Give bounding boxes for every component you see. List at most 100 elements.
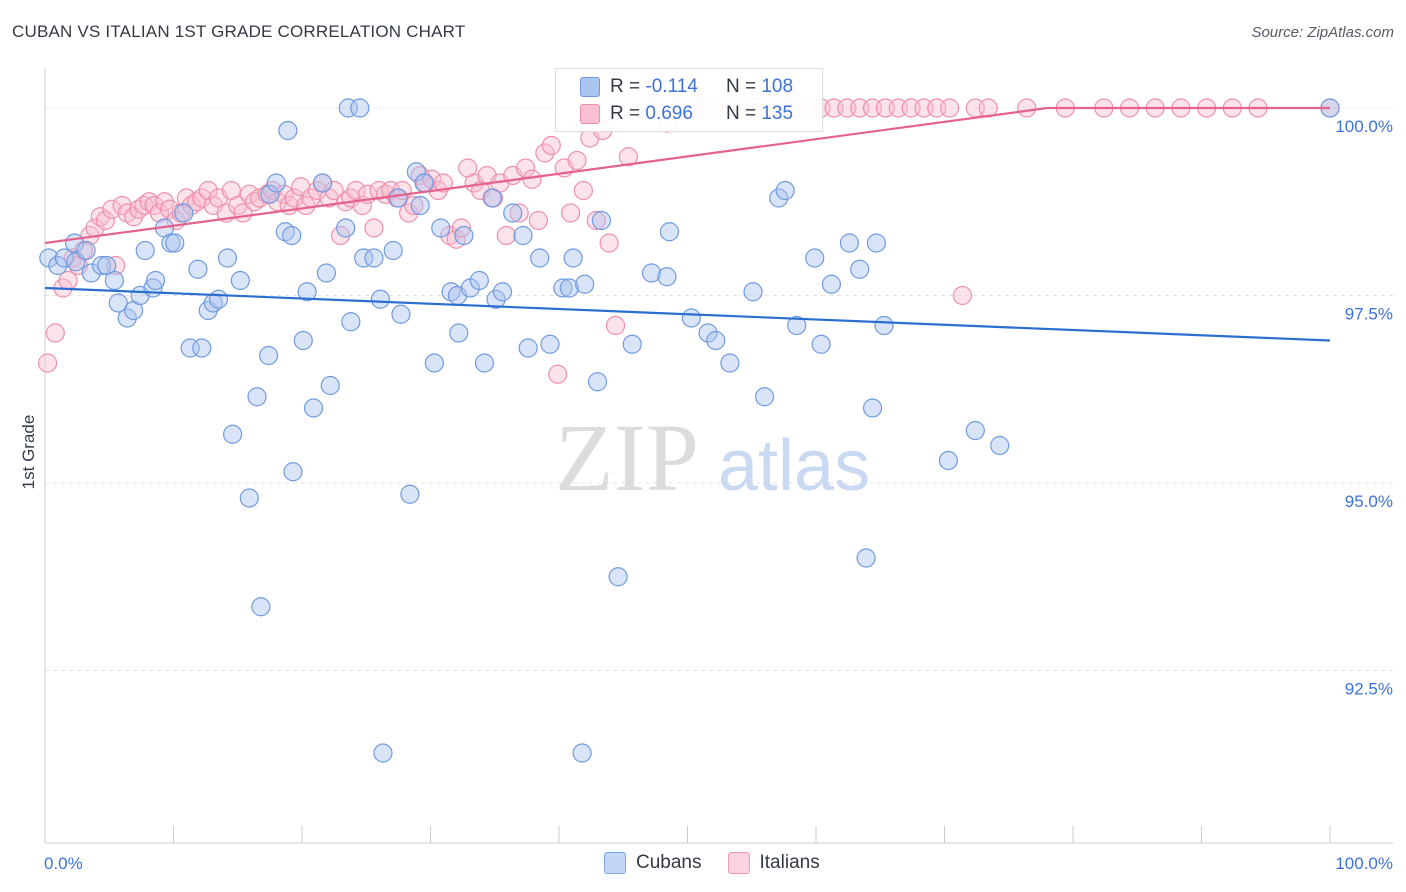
- cubans-point: [839, 233, 860, 253]
- cubans-point: [990, 435, 1010, 456]
- italians-point: [284, 188, 304, 208]
- cubans-point: [410, 195, 430, 216]
- cubans-point: [530, 248, 550, 268]
- italians-n-value: 135: [761, 103, 794, 124]
- x-tick-label: 100.0%: [1335, 854, 1393, 873]
- cubans-point: [659, 222, 680, 242]
- cubans-point: [81, 263, 101, 283]
- cubans-point: [350, 98, 370, 118]
- cubans-point: [850, 259, 870, 279]
- italians-point: [160, 199, 180, 219]
- cubans-point: [336, 218, 356, 238]
- cubans-point: [260, 184, 280, 204]
- italians-point: [404, 195, 424, 216]
- italians-point: [535, 143, 555, 163]
- cubans-point: [316, 263, 337, 283]
- italians-point: [1017, 98, 1037, 118]
- italians-point: [364, 218, 384, 238]
- cubans-point: [587, 372, 608, 392]
- cubans-point: [76, 240, 96, 261]
- italians-point: [134, 195, 154, 216]
- cubans-point: [312, 173, 333, 193]
- cubans-point: [104, 270, 124, 291]
- cubans-point: [720, 353, 740, 373]
- italians-point: [433, 173, 453, 193]
- legend-item-cubans[interactable]: Cubans: [604, 852, 702, 874]
- cubans-points: [39, 98, 1340, 763]
- y-tick-label: 95.0%: [1345, 492, 1393, 511]
- cubans-point: [383, 240, 403, 261]
- italians-point: [45, 323, 65, 343]
- cubans-point: [303, 398, 324, 418]
- cubans-point: [145, 270, 166, 291]
- italians-legend-label: Italians: [759, 852, 820, 873]
- italians-trend-line: [44, 106, 1048, 245]
- chart-title: CUBAN VS ITALIAN 1ST GRADE CORRELATION C…: [12, 22, 466, 41]
- cubans-legend-label: Cubans: [636, 852, 702, 873]
- cubans-point: [503, 203, 523, 223]
- italians-point: [952, 285, 973, 306]
- cubans-point: [373, 743, 393, 763]
- cubans-point: [449, 323, 469, 343]
- cubans-point: [192, 338, 212, 358]
- cubans-point: [174, 203, 194, 223]
- cubans-point: [266, 173, 286, 193]
- italians-point: [541, 135, 561, 156]
- cubans-point: [821, 274, 842, 294]
- italians-legend-swatch: [727, 852, 750, 874]
- cubans-point: [608, 567, 628, 587]
- cubans-point: [572, 743, 592, 763]
- cubans-point: [811, 334, 831, 354]
- trend-lines: [44, 106, 1331, 342]
- cubans-point: [278, 120, 298, 141]
- cubans-legend-swatch: [604, 852, 626, 874]
- cubans-point: [706, 330, 726, 351]
- italians-point: [618, 147, 638, 167]
- legend-item-italians[interactable]: Italians: [727, 852, 820, 874]
- cubans-point: [769, 188, 789, 208]
- italians-r-value: 0.696: [645, 103, 693, 124]
- cubans-point: [563, 248, 583, 268]
- cubans-point: [320, 375, 340, 396]
- cubans-point: [486, 289, 506, 309]
- cubans-point: [492, 282, 513, 302]
- italians-point: [37, 353, 58, 373]
- cubans-r-label: R =: [610, 76, 641, 97]
- cubans-point: [575, 274, 595, 294]
- cubans-point: [513, 225, 533, 246]
- watermark: ZIP atlas: [555, 404, 870, 511]
- cubans-point: [454, 225, 474, 246]
- italians-point: [560, 203, 581, 223]
- cubans-point: [297, 282, 317, 302]
- series-legend: Cubans Italians: [604, 852, 846, 874]
- y-axis-label: 1st Grade: [19, 415, 38, 490]
- cubans-point: [258, 345, 279, 366]
- cubans-point: [856, 548, 876, 568]
- italians-point: [181, 195, 202, 216]
- italians-point: [274, 184, 294, 204]
- y-tick-label: 92.5%: [1345, 680, 1393, 699]
- legend-row-italians: R = 0.696 N = 135: [580, 101, 793, 127]
- x-tick-label: 0.0%: [44, 854, 83, 873]
- stats-legend: R = -0.114 N = 108 R = 0.696 N = 135: [555, 68, 823, 132]
- cubans-n-value: 108: [761, 76, 794, 97]
- italians-point: [586, 210, 606, 231]
- italians-point: [102, 199, 122, 219]
- cubans-point: [965, 420, 985, 441]
- cubans-point: [338, 98, 358, 118]
- cubans-point: [657, 267, 677, 287]
- cubans-point: [230, 270, 250, 291]
- cubans-point: [282, 225, 302, 246]
- watermark-atlas: atlas: [718, 426, 870, 506]
- legend-row-cubans: R = -0.114 N = 108: [580, 74, 793, 100]
- italians-point: [149, 203, 169, 223]
- cubans-point: [805, 248, 825, 268]
- italians-point: [940, 98, 960, 118]
- cubans-point: [469, 270, 489, 291]
- cubans-point: [223, 424, 243, 444]
- italians-point: [90, 207, 110, 227]
- cubans-point: [293, 330, 313, 351]
- cubans-point: [559, 278, 579, 298]
- cubans-point: [180, 338, 200, 358]
- cubans-point: [866, 233, 886, 253]
